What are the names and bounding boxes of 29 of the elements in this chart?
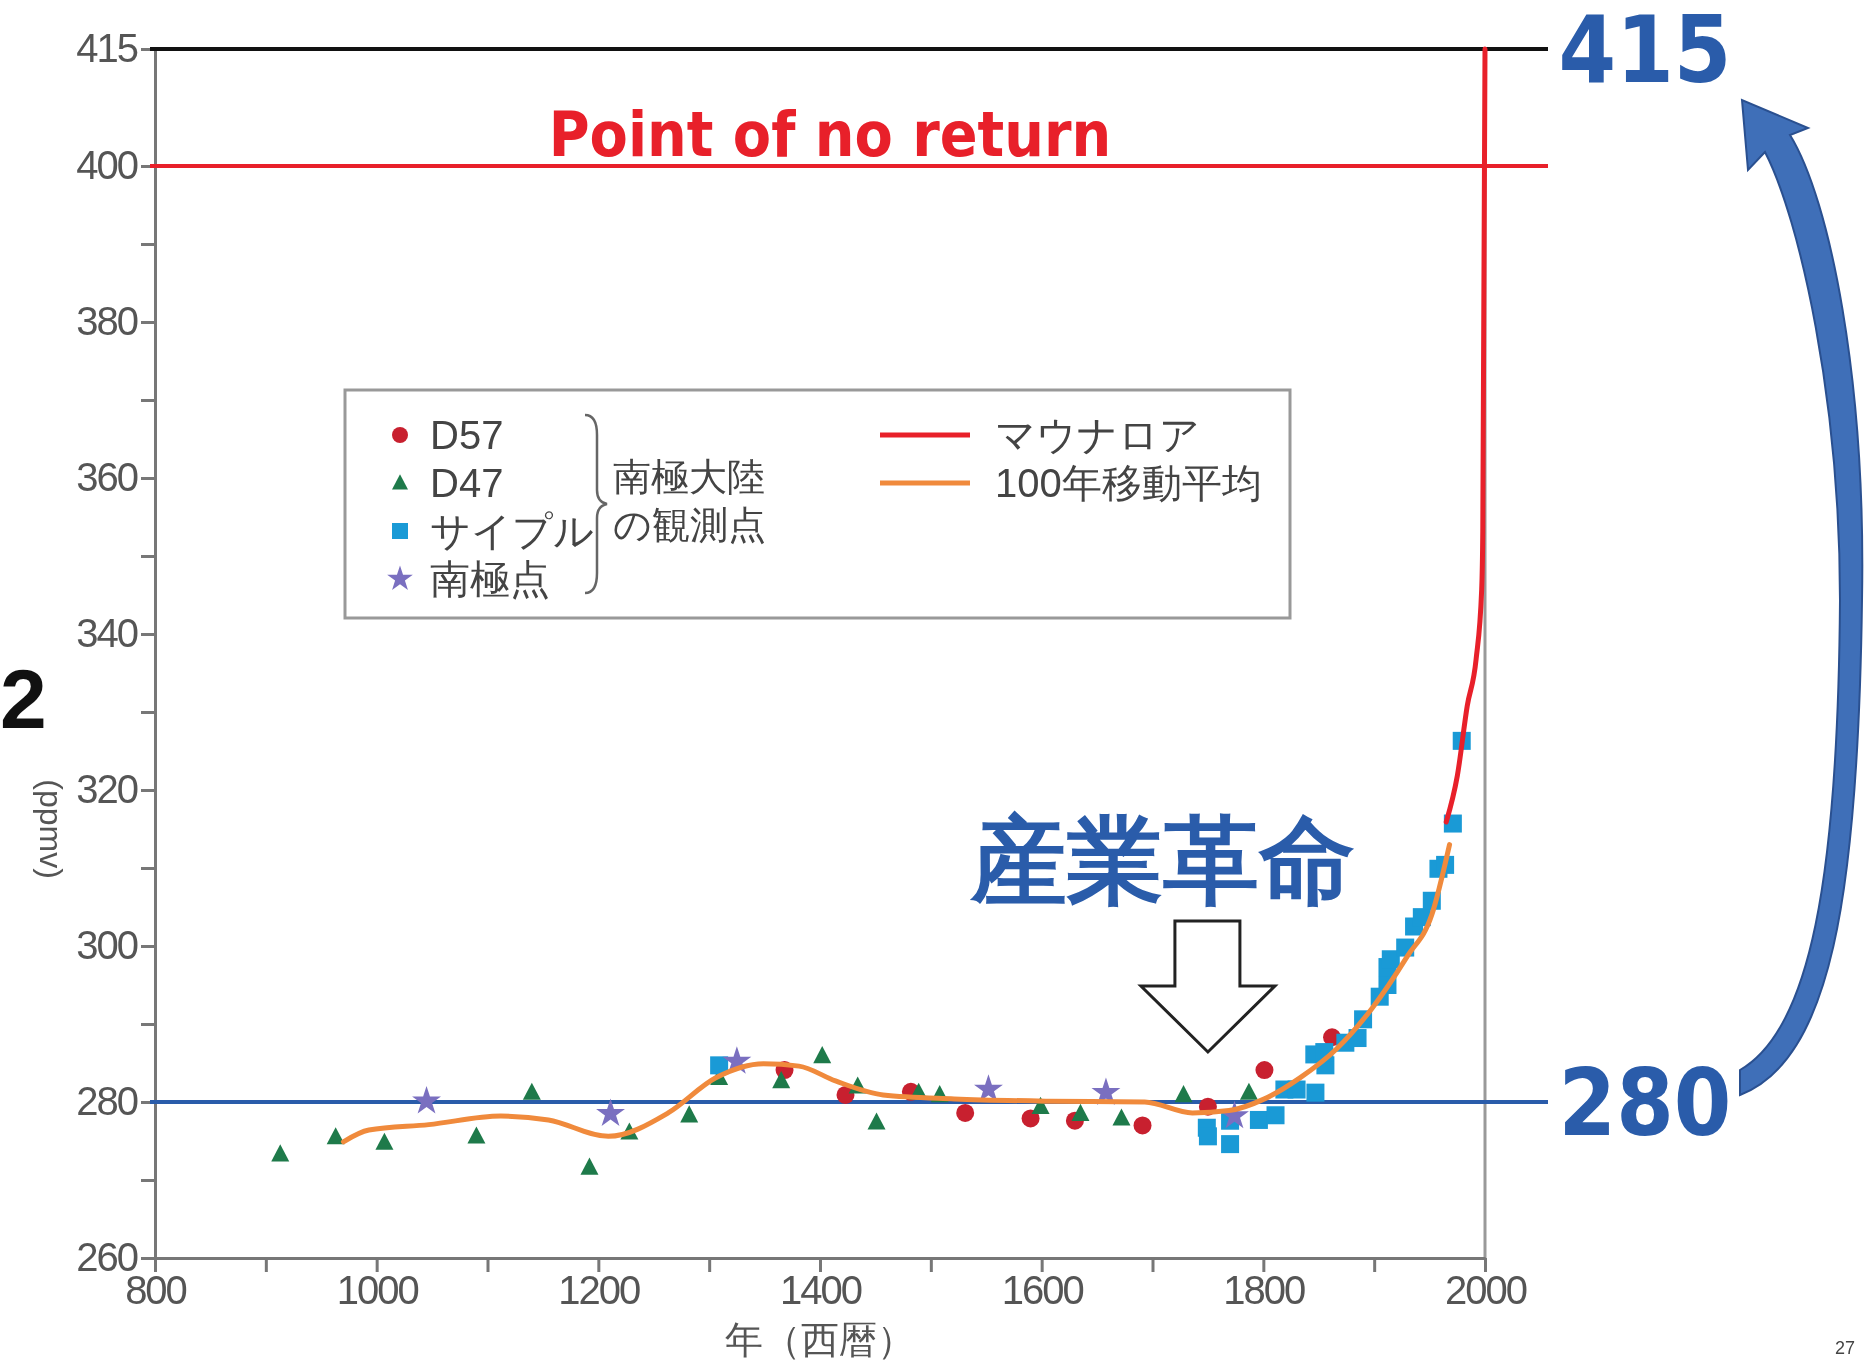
y-tick-label: 340 [76,611,138,656]
y-axis-title: (ppmv) [33,779,69,879]
ref-line-label: 280 [1558,1050,1732,1158]
x-tick-label: 2000 [1445,1268,1527,1313]
x-axis-title: 年（西暦） [725,1319,915,1360]
x-tick-label: 1400 [780,1268,862,1313]
y-tick-label: 280 [76,1079,138,1124]
y-tick-label: 415 [76,26,138,71]
y-tick-label: 400 [76,143,138,188]
y-tick-label: 380 [76,299,138,344]
legend-label: D47 [430,461,504,506]
text: 2 [0,652,47,746]
legend-label: 南極点 [430,557,550,602]
legend-label: マウナロア [995,413,1200,458]
legend-label: D57 [430,413,504,458]
text: 27 [1834,1338,1856,1358]
y-tick-label: 360 [76,455,138,500]
annotation: 産業革命 [968,807,1355,914]
annotation: 南極大陸の観測点 [613,456,766,546]
y-tick-label: 320 [76,767,138,812]
ref-line-label: 415 [1558,0,1732,105]
legend-label: サイプル [430,509,594,554]
ref-line-label: Point of no return [548,98,1112,171]
x-tick-label: 1200 [558,1268,641,1313]
legend-label: 100年移動平均 [995,461,1262,506]
x-tick-label: 1600 [1001,1268,1084,1313]
x-tick-label: 1800 [1223,1268,1306,1313]
y-tick-label: 300 [76,923,138,968]
x-tick-label: 1000 [336,1268,419,1313]
